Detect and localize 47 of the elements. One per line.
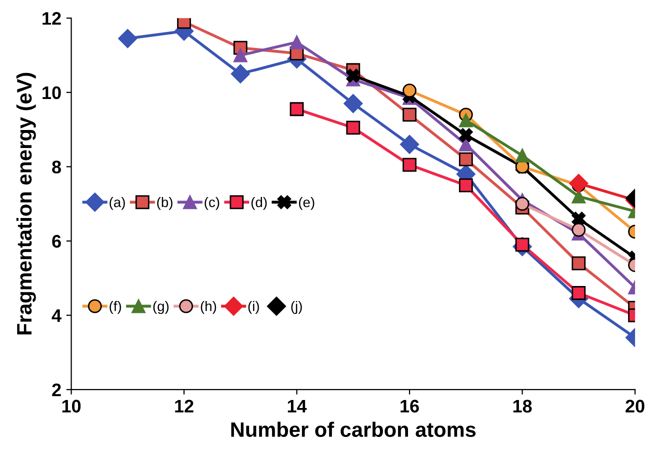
point [290, 35, 304, 50]
point [346, 68, 360, 83]
x-axis-title: Number of carbon atoms [231, 422, 476, 437]
point [458, 128, 473, 142]
x-tick-label: 14 [288, 400, 307, 412]
point [458, 137, 473, 152]
point [400, 134, 420, 154]
legend-label: (h) [200, 300, 216, 314]
x-tick-label: 18 [513, 400, 532, 413]
legend-label: (i) [248, 300, 259, 314]
x-tick-label: 12 [175, 400, 194, 412]
point [515, 196, 530, 211]
point [233, 48, 248, 62]
legend-label: (c) [204, 196, 220, 210]
y-tick-label: 8 [52, 160, 62, 174]
point [402, 108, 416, 122]
x-tick-label: 20 [626, 400, 644, 413]
legend-label: (d) [251, 196, 267, 210]
y-axis-title: Fragmentation energy (eV) [16, 72, 36, 334]
x-tick-label: 10 [62, 400, 81, 413]
point [290, 102, 304, 116]
point [572, 212, 586, 226]
legend-label: (g) [153, 300, 169, 314]
point [458, 113, 473, 128]
point [118, 29, 138, 48]
x-tick-label: 16 [400, 400, 419, 413]
legend-label: (b) [157, 196, 172, 210]
y-tick-label: 12 [42, 12, 61, 25]
legend-label: (j) [291, 300, 302, 314]
legend-label: (a) [110, 196, 125, 210]
point [230, 64, 250, 84]
point [572, 286, 586, 300]
point [572, 256, 586, 270]
legend-label: (f) [110, 300, 122, 314]
point [458, 178, 473, 192]
point [515, 148, 530, 163]
point [344, 94, 363, 114]
point [346, 120, 360, 135]
y-tick-label: 6 [52, 234, 61, 248]
point [572, 222, 586, 237]
legend-label: (e) [298, 196, 314, 210]
y-tick-label: 10 [42, 86, 61, 100]
y-tick-label: 4 [52, 309, 62, 322]
y-tick-label: 2 [52, 384, 61, 396]
point [402, 158, 416, 172]
point [402, 84, 416, 98]
point [458, 152, 473, 166]
